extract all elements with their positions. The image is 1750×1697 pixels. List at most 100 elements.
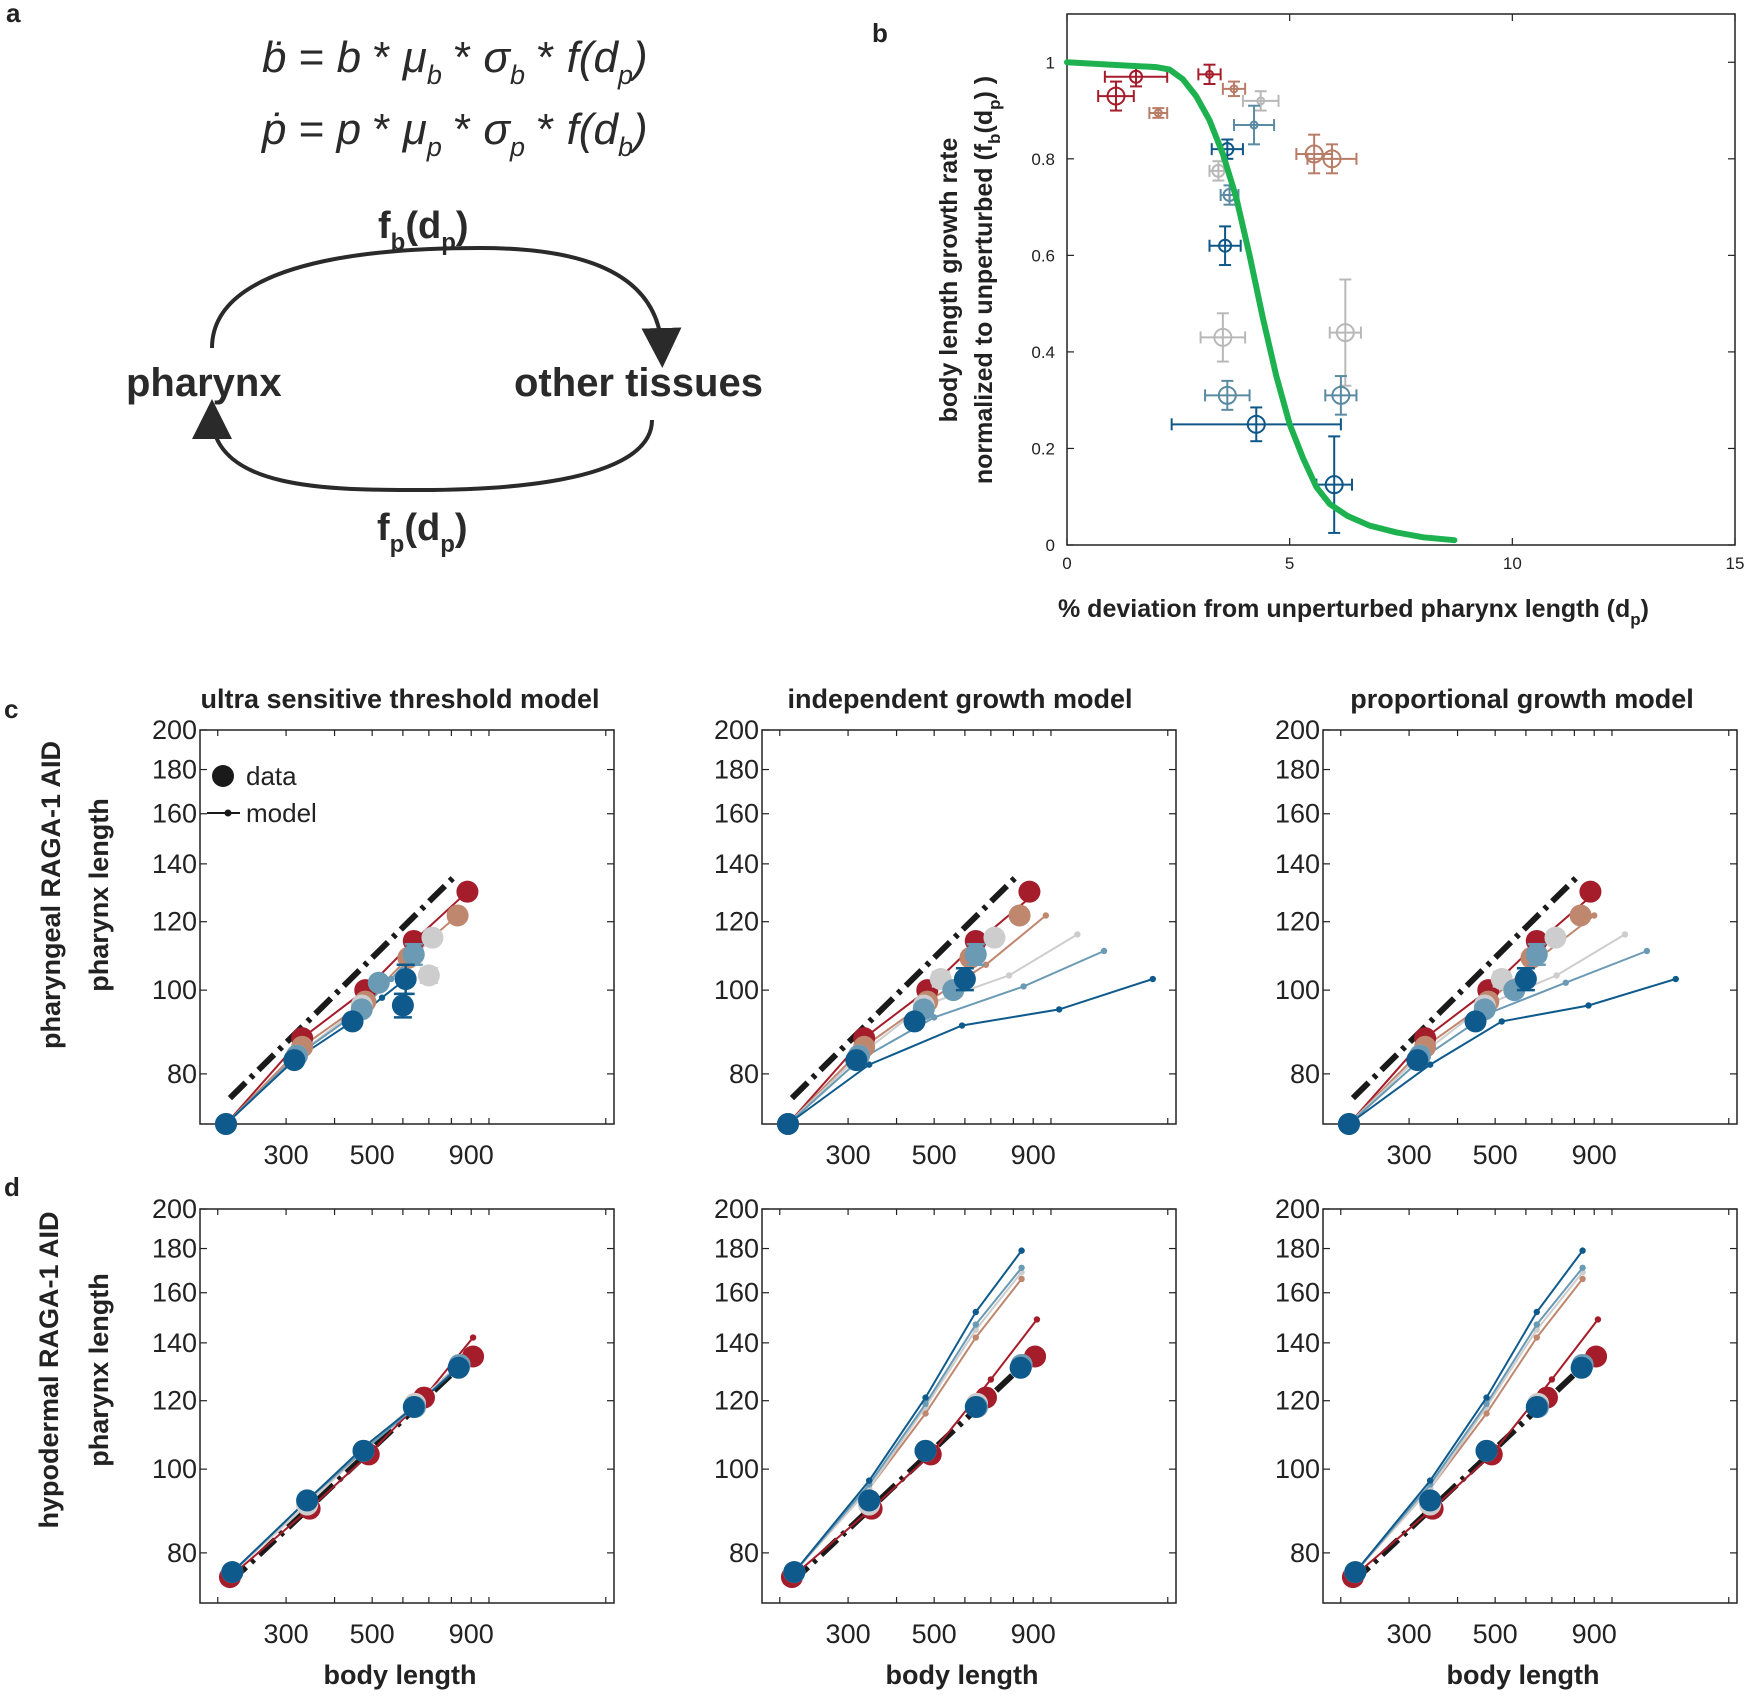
model-point-steel	[1562, 979, 1569, 986]
row-label-hypodermal: hypodermal RAGA-1 AID	[34, 1211, 64, 1528]
data-point-darkblue	[447, 1356, 470, 1379]
row-label-pharyngeal: pharyngeal RAGA-1 AID	[36, 741, 66, 1049]
model-point-tan	[1579, 1275, 1586, 1283]
xtick-label: 900	[1572, 1140, 1617, 1170]
ytick-label: 160	[152, 799, 197, 829]
model-point-tan	[1018, 1275, 1025, 1283]
xtick-label: 300	[264, 1140, 309, 1170]
legend-data-marker	[212, 765, 234, 787]
model-line-darkred	[791, 1318, 1038, 1578]
model-point-darkblue	[1149, 975, 1157, 983]
ytick-label: 140	[1275, 849, 1320, 879]
model-point-tan	[922, 1410, 929, 1417]
data-point-tan	[1569, 904, 1592, 927]
data-point-darkblue	[776, 1113, 799, 1135]
equation-body: ḃ = b * μb * σb * f(dp)	[262, 33, 648, 90]
b-point-0	[1097, 80, 1135, 112]
ytick-label: 180	[714, 755, 759, 785]
data-point-darkblue	[1406, 1049, 1429, 1072]
b-marker	[1324, 475, 1344, 495]
panel-frame	[199, 1208, 615, 1604]
data-point-darkblue	[296, 1489, 319, 1512]
ytick-label: 80	[1290, 1538, 1320, 1568]
column-title-independent: independent growth model	[788, 684, 1133, 714]
data-point-darkred	[1018, 880, 1041, 903]
model-point-tan	[972, 1334, 979, 1341]
eq1-equals: =	[286, 33, 336, 82]
arrow-bottom-label: fp(dp)	[377, 507, 468, 558]
model-line-darkblue	[787, 978, 1154, 1125]
eq1-f: f(d	[567, 33, 620, 82]
model-point-darkred	[1548, 1376, 1556, 1383]
data-point-darkblue	[394, 968, 417, 991]
b-ytick-label: 0.8	[1031, 150, 1055, 169]
node-other-tissues: other tissues	[514, 361, 763, 405]
b-xlabel-close: )	[1641, 595, 1649, 623]
model-point-steel	[922, 1400, 929, 1408]
equation-pharynx: ṗ = p * μp * σp * f(db)	[260, 105, 648, 162]
b-marker	[1106, 86, 1126, 106]
b-marker	[1229, 84, 1239, 94]
model-point-darkblue	[922, 1394, 929, 1401]
panels-c-d: 80 100 120 140 160 180 200 300 500 900 80 100 120 140…	[152, 715, 1738, 1649]
b-marker	[1322, 149, 1342, 169]
model-point-tan	[1042, 912, 1050, 919]
ytick-label: 120	[152, 907, 197, 937]
data-point-darkblue	[1570, 1356, 1593, 1379]
b-point-13	[1204, 379, 1251, 411]
eq2-f: f(d	[567, 105, 620, 154]
model-point-tan	[1533, 1334, 1540, 1341]
panel-label-a: a	[6, 0, 21, 28]
xtick-label: 300	[1387, 1619, 1432, 1649]
ytick-label: 160	[714, 1278, 759, 1308]
b-point-5	[1295, 133, 1333, 175]
panel-frame	[1322, 729, 1738, 1125]
ytick-label: 140	[152, 849, 197, 879]
eq2-f-sub: b	[618, 132, 633, 162]
b-point-18	[1315, 435, 1354, 534]
data-point-darkblue	[964, 1396, 987, 1419]
ytick-label: 100	[152, 1454, 197, 1484]
b-ylabel2-sub-b: b	[985, 133, 1004, 143]
b-xlabel-main: % deviation from unperturbed pharynx len…	[1058, 595, 1630, 623]
xtick-label: 500	[350, 1140, 395, 1170]
b-marker	[1249, 120, 1259, 130]
b-point-2	[1197, 63, 1222, 85]
eq1-lhs: ḃ	[262, 33, 286, 82]
data-point-darkblue	[1525, 1396, 1548, 1419]
eq1-close: )	[628, 33, 648, 82]
b-marker	[1335, 323, 1355, 343]
bottom-arg-sub: p	[440, 531, 455, 558]
b-point-16	[1208, 225, 1242, 267]
b-ylabel2-close: ) )	[970, 76, 998, 100]
data-point-tan	[446, 904, 469, 927]
panel-frame	[761, 1208, 1177, 1604]
ytick-label: 120	[1275, 1386, 1320, 1416]
data-point-darkblue	[1419, 1489, 1442, 1512]
eq2-var: p	[335, 105, 361, 154]
model-point-darkblue	[865, 1477, 873, 1484]
b-marker	[1217, 385, 1237, 405]
ylabel-d: pharynx length	[84, 1273, 114, 1467]
b-xtick-label: 5	[1285, 554, 1294, 573]
data-point-lightgray	[983, 926, 1006, 949]
xtick-label: 900	[449, 1619, 494, 1649]
reference-line	[227, 875, 456, 1101]
model-point-steel	[972, 1321, 979, 1328]
panel-d-1: 80 100 120 140 160 180 200 300 500 900	[714, 1194, 1177, 1649]
model-point-darkred	[469, 1334, 477, 1341]
eq2-sigma: σ	[483, 105, 511, 154]
ytick-label: 100	[714, 1454, 759, 1484]
column-title-proportional: proportional growth model	[1350, 684, 1693, 714]
b-marker	[1331, 385, 1351, 405]
model-line-darkblue	[1354, 1250, 1584, 1573]
ytick-label: 120	[714, 1386, 759, 1416]
model-point-steel	[388, 975, 395, 983]
model-point-steel	[1018, 1264, 1025, 1271]
top-f: f	[378, 205, 391, 247]
panel-c-2: 80 100 120 140 160 180 200 300 500 900	[1275, 715, 1738, 1170]
model-point-tan	[982, 961, 990, 968]
panel-b-frame	[1066, 13, 1736, 546]
data-point-darkblue	[1344, 1561, 1367, 1584]
